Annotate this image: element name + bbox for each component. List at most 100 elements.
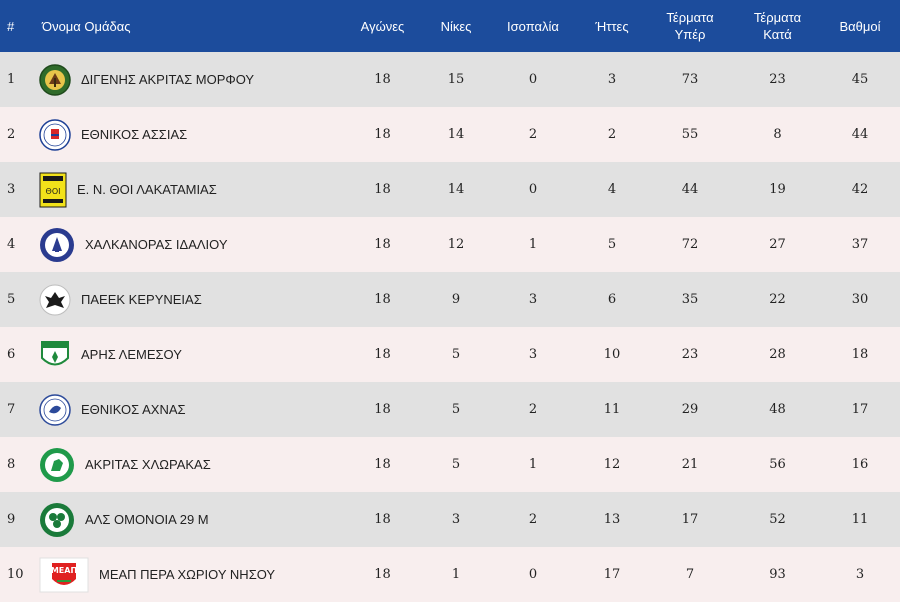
header-goals-for-line1: Τέρματα xyxy=(666,10,714,25)
goals-for-cell: 23 xyxy=(681,347,699,362)
header-goals-for-line2: Υπέρ xyxy=(674,27,706,42)
team-name-link[interactable]: ΠΑΕΕΚ ΚΕΡΥΝΕΙΑΣ xyxy=(81,292,202,307)
wins-cell: 14 xyxy=(447,127,465,142)
rank-cell: 9 xyxy=(7,512,16,527)
team-name-link[interactable]: Ε. Ν. ΘΟΙ ΛΑΚΑΤΑΜΙΑΣ xyxy=(77,182,217,197)
goals-for-cell: 72 xyxy=(681,237,699,252)
wins-cell: 5 xyxy=(451,402,461,417)
table-row: 4 ΧΑΛΚΑΝΟΡΑΣ ΙΔΑΛΙΟΥ 18 12 1 5 72 27 37 xyxy=(0,217,900,272)
goals-against-cell: 52 xyxy=(769,512,786,527)
points-cell: 42 xyxy=(851,182,869,197)
team-name-link[interactable]: ΑΚΡΙΤΑΣ ΧΛΩΡΑΚΑΣ xyxy=(85,457,211,472)
wins-cell: 14 xyxy=(447,182,465,197)
draws-cell: 2 xyxy=(528,512,538,527)
header-wins: Νίκες xyxy=(440,18,472,34)
rank-cell: 4 xyxy=(7,237,16,252)
losses-cell: 12 xyxy=(603,457,621,472)
rank-cell: 2 xyxy=(7,127,16,142)
played-cell: 18 xyxy=(374,402,391,417)
goals-against-cell: 27 xyxy=(769,237,786,252)
wins-cell: 9 xyxy=(451,292,461,307)
team-name-link[interactable]: ΔΙΓΕΝΗΣ ΑΚΡΙΤΑΣ ΜΟΡΦΟΥ xyxy=(81,72,255,87)
draws-cell: 3 xyxy=(528,292,538,307)
goals-for-cell: 29 xyxy=(681,402,699,417)
header-played: Αγώνες xyxy=(360,18,405,34)
table-row: 3 ΘΟΙ Ε. Ν. ΘΟΙ ΛΑΚΑΤΑΜΙΑΣ 18 14 0 4 44 19 42 xyxy=(0,162,900,217)
header-draws: Ισοπαλία xyxy=(507,18,559,34)
played-cell: 18 xyxy=(374,237,391,252)
team-name-link[interactable]: ΑΡΗΣ ΛΕΜΕΣΟΥ xyxy=(81,347,182,362)
losses-cell: 2 xyxy=(607,127,617,142)
table-row: 6 ΑΡΗΣ ΛΕΜΕΣΟΥ 18 5 3 10 23 28 18 xyxy=(0,327,900,382)
losses-cell: 6 xyxy=(607,292,617,307)
rank-cell: 1 xyxy=(7,72,16,87)
played-cell: 18 xyxy=(374,127,391,142)
points-cell: 16 xyxy=(851,457,869,472)
losses-cell: 13 xyxy=(603,512,621,527)
akritas-chloraka-logo-icon xyxy=(39,447,75,483)
table-row: 5 ΠΑΕΕΚ ΚΕΡΥΝΕΙΑΣ 18 9 3 6 35 22 30 xyxy=(0,272,900,327)
rank-cell: 6 xyxy=(7,347,16,362)
losses-cell: 3 xyxy=(607,72,617,87)
svg-text:ΘΟΙ: ΘΟΙ xyxy=(46,187,61,196)
team-cell: ΘΟΙ Ε. Ν. ΘΟΙ ΛΑΚΑΤΑΜΙΑΣ xyxy=(37,162,340,217)
team-name-link[interactable]: ΕΘΝΙΚΟΣ ΑΣΣΙΑΣ xyxy=(81,127,188,142)
goals-against-cell: 19 xyxy=(769,182,786,197)
header-goals-against: Τέρματα Κατά xyxy=(735,0,820,52)
team-name-link[interactable]: ΕΘΝΙΚΟΣ ΑΧΝΑΣ xyxy=(81,402,186,417)
losses-cell: 11 xyxy=(603,402,621,417)
team-name-link[interactable]: ΧΑΛΚΑΝΟΡΑΣ ΙΔΑΛΙΟΥ xyxy=(85,237,228,252)
rank-cell: 10 xyxy=(7,567,24,582)
points-cell: 18 xyxy=(851,347,869,362)
team-cell: ΑΡΗΣ ΛΕΜΕΣΟΥ xyxy=(37,327,340,382)
played-cell: 18 xyxy=(374,292,391,307)
team-cell: ΕΘΝΙΚΟΣ ΑΧΝΑΣ xyxy=(37,382,340,437)
table-row: 2 ΕΘΝΙΚΟΣ ΑΣΣΙΑΣ 18 14 2 2 55 8 44 xyxy=(0,107,900,162)
goals-against-cell: 48 xyxy=(769,402,786,417)
goals-for-cell: 17 xyxy=(681,512,699,527)
table-header-row: # Όνομα Ομάδας Αγώνες Νίκες Ισοπαλία Ήττ… xyxy=(0,0,900,52)
points-cell: 30 xyxy=(851,292,869,307)
team-cell: ΠΑΕΕΚ ΚΕΡΥΝΕΙΑΣ xyxy=(37,272,340,327)
played-cell: 18 xyxy=(374,567,391,582)
paeek-kerynias-logo-icon xyxy=(39,284,71,316)
goals-against-cell: 28 xyxy=(769,347,786,362)
goals-for-cell: 21 xyxy=(681,457,699,472)
goals-against-cell: 93 xyxy=(769,567,786,582)
played-cell: 18 xyxy=(374,182,391,197)
ethnikos-assias-logo-icon xyxy=(39,118,71,151)
draws-cell: 3 xyxy=(528,347,538,362)
draws-cell: 0 xyxy=(528,72,538,87)
table-row: 7 ΕΘΝΙΚΟΣ ΑΧΝΑΣ 18 5 2 11 29 48 17 xyxy=(0,382,900,437)
rank-cell: 8 xyxy=(7,457,16,472)
played-cell: 18 xyxy=(374,72,391,87)
draws-cell: 2 xyxy=(528,402,538,417)
thoi-lakatamias-logo-icon: ΘΟΙ xyxy=(39,172,67,208)
points-cell: 44 xyxy=(851,127,869,142)
draws-cell: 1 xyxy=(528,457,538,472)
header-losses: Ήττες xyxy=(595,18,629,34)
ethnikos-achnas-logo-icon xyxy=(39,393,71,426)
header-goals-against-line2: Κατά xyxy=(763,27,792,42)
draws-cell: 1 xyxy=(528,237,538,252)
goals-for-cell: 7 xyxy=(685,567,695,582)
played-cell: 18 xyxy=(374,457,391,472)
team-cell: ΜΕΑΠ ΜΕΑΠ ΠΕΡΑ ΧΩΡΙΟΥ ΝΗΣΟΥ xyxy=(37,547,340,602)
played-cell: 18 xyxy=(374,512,391,527)
points-cell: 37 xyxy=(851,237,869,252)
digenis-morfou-logo-icon xyxy=(39,63,71,96)
points-cell: 17 xyxy=(851,402,869,417)
goals-against-cell: 22 xyxy=(769,292,786,307)
team-name-link[interactable]: ΜΕΑΠ ΠΕΡΑ ΧΩΡΙΟΥ ΝΗΣΟΥ xyxy=(99,567,276,582)
wins-cell: 12 xyxy=(447,237,465,252)
header-rank: # xyxy=(7,18,15,34)
table-row: 10 ΜΕΑΠ ΜΕΑΠ ΠΕΡΑ ΧΩΡΙΟΥ ΝΗΣΟΥ 18 1 0 17 7 93 3 xyxy=(0,547,900,602)
goals-for-cell: 55 xyxy=(681,127,699,142)
goals-against-cell: 23 xyxy=(769,72,786,87)
team-cell: ΧΑΛΚΑΝΟΡΑΣ ΙΔΑΛΙΟΥ xyxy=(37,217,340,272)
goals-for-cell: 44 xyxy=(681,182,699,197)
wins-cell: 1 xyxy=(451,567,461,582)
team-name-link[interactable]: ΑΛΣ ΟΜΟΝΟΙΑ 29 Μ xyxy=(85,512,209,527)
header-goals-for: Τέρματα Υπέρ xyxy=(645,0,735,52)
